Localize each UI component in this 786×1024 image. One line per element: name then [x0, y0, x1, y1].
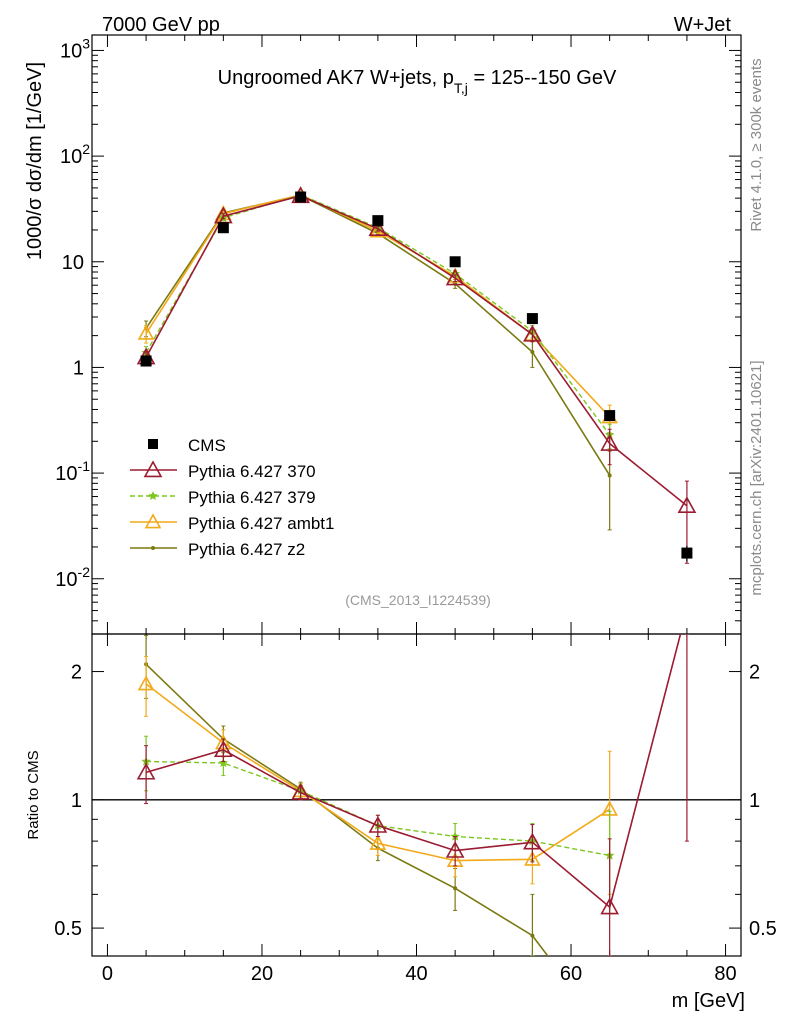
ratio-point-pythia-6-427-370 — [368, 815, 388, 833]
tick-label-base: 10 — [55, 463, 77, 485]
ratio-frame — [91, 633, 742, 957]
ratio-point-pythia-6-427-z2 — [453, 886, 458, 891]
mcplots-label: mcplots.cern.ch [arXiv:2401.10621] — [748, 360, 765, 595]
legend-label-cms: CMS — [188, 436, 226, 455]
ratio-point-pythia-6-427-ambt1 — [137, 675, 155, 691]
ratio-series-pythia-6-427-370 — [136, 634, 689, 956]
ratio-y-tick-label-right: 2 — [749, 662, 760, 684]
main-y-tick-label: 10-1 — [55, 458, 90, 485]
ratio-point-pythia-6-427-379 — [218, 757, 229, 768]
legend-label-pythia-6-427-370: Pythia 6.427 370 — [188, 462, 316, 481]
main-point-pythia-6-427-370 — [445, 268, 465, 286]
main-point-pythia-6-427-370 — [677, 496, 697, 514]
legend-marker-pythia-6-427-ambt1 — [144, 513, 162, 529]
ratio-y-tick-label-left: 0.5 — [54, 918, 82, 940]
tick-label-exponent: -1 — [78, 458, 91, 474]
main-point-pythia-6-427-370 — [523, 324, 542, 342]
legend-label-pythia-6-427-ambt1: Pythia 6.427 ambt1 — [188, 514, 334, 533]
main-point-pythia-6-427-ambt1 — [137, 324, 155, 340]
ratio-y-axis-label: Ratio to CMS — [25, 750, 42, 839]
ratio-point-pythia-6-427-370 — [523, 832, 542, 850]
tick-label-exponent: -2 — [78, 564, 91, 580]
main-y-axis-label: 1000/σ dσ/dm [1/GeV] — [24, 62, 46, 260]
ratio-point-pythia-6-427-370 — [445, 840, 465, 858]
x-axis-label: m [GeV] — [672, 990, 745, 1012]
main-point-cms — [372, 215, 384, 227]
analysis-tag: (CMS_2013_I1224539) — [345, 592, 491, 608]
main-series-pythia-6-427-370 — [136, 186, 697, 564]
main-y-tick-label: 10-2 — [55, 564, 90, 591]
main-point-cms — [526, 313, 538, 325]
main-y-tick-label: 1 — [73, 357, 84, 379]
main-y-tick-label: 10 — [62, 252, 84, 274]
main-plot-area — [136, 186, 697, 564]
x-tick-label: 0 — [102, 963, 113, 985]
ratio-y-tick-label-left: 1 — [71, 790, 82, 812]
tick-label-exponent: 3 — [82, 35, 90, 51]
main-point-cms — [681, 547, 693, 559]
main-series-cms — [140, 191, 693, 562]
main-point-cms — [217, 222, 229, 234]
ratio-point-pythia-6-427-370 — [600, 897, 620, 915]
legend-marker-cms — [148, 439, 158, 449]
ratio-point-pythia-6-427-370 — [291, 782, 310, 800]
ratio-line-pythia-6-427-z2 — [145, 663, 549, 956]
chart-title-main: Ungroomed AK7 W+jets, p — [218, 67, 454, 89]
main-point-pythia-6-427-z2 — [607, 473, 612, 478]
x-tick-label: 40 — [405, 963, 427, 985]
ratio-point-pythia-6-427-370 — [213, 740, 233, 758]
main-point-pythia-6-427-z2 — [530, 349, 535, 354]
main-point-cms — [449, 256, 461, 268]
ratio-y-tick-label-right: 1 — [749, 790, 760, 812]
rivet-version-label: Rivet 4.1.0, ≥ 300k events — [748, 58, 765, 231]
x-tick-label: 20 — [251, 963, 273, 985]
process-label: W+Jet — [674, 14, 732, 36]
ratio-plot-area — [136, 634, 689, 956]
main-point-cms — [604, 410, 616, 422]
x-tick-label: 60 — [560, 963, 582, 985]
ratio-line-pythia-6-427-370 — [145, 634, 682, 909]
legend-label-pythia-6-427-379: Pythia 6.427 379 — [188, 488, 316, 507]
main-point-cms — [140, 355, 152, 367]
main-point-pythia-6-427-370 — [600, 433, 620, 451]
ratio-y-tick-label-right: 0.5 — [749, 918, 777, 940]
tick-label-base: 10 — [60, 40, 82, 62]
ratio-point-pythia-6-427-370 — [136, 762, 156, 780]
ratio-panel: 0.5 0.51 12 20 20 40 60 80 — [54, 633, 777, 985]
legend-label-pythia-6-427-z2: Pythia 6.427 z2 — [188, 540, 305, 559]
chart-title-tail: = 125--150 GeV — [468, 67, 617, 89]
main-y-tick-label: 103 — [60, 35, 90, 62]
ratio-point-pythia-6-427-ambt1 — [369, 834, 387, 850]
legend-marker-pythia-6-427-379 — [148, 490, 158, 501]
main-point-pythia-6-427-370 — [368, 219, 388, 237]
ratio-series-pythia-6-427-z2 — [144, 635, 549, 956]
legend-marker-pythia-6-427-370 — [143, 460, 163, 478]
legend-marker-pythia-6-427-z2 — [151, 546, 155, 550]
main-y-tick-label: 102 — [60, 141, 90, 168]
tick-label-base: 10 — [60, 146, 82, 168]
main-line-pythia-6-427-370 — [145, 195, 688, 507]
ratio-point-pythia-6-427-z2 — [530, 933, 535, 938]
x-tick-label: 80 — [714, 963, 736, 985]
tick-label-base: 10 — [55, 569, 77, 591]
legend: CMS Pythia 6.427 370 Pythia 6.427 379 Pythi… — [130, 436, 334, 559]
chart-title: Ungroomed AK7 W+jets, pT,j = 125--150 Ge… — [218, 67, 617, 96]
ratio-y-tick-label-left: 2 — [71, 662, 82, 684]
chart-title-subscript: T,j — [454, 80, 468, 96]
ratio-point-pythia-6-427-ambt1 — [524, 850, 541, 866]
main-point-cms — [295, 191, 307, 203]
energy-label: 7000 GeV pp — [102, 14, 220, 36]
tick-label-exponent: 2 — [82, 141, 90, 157]
